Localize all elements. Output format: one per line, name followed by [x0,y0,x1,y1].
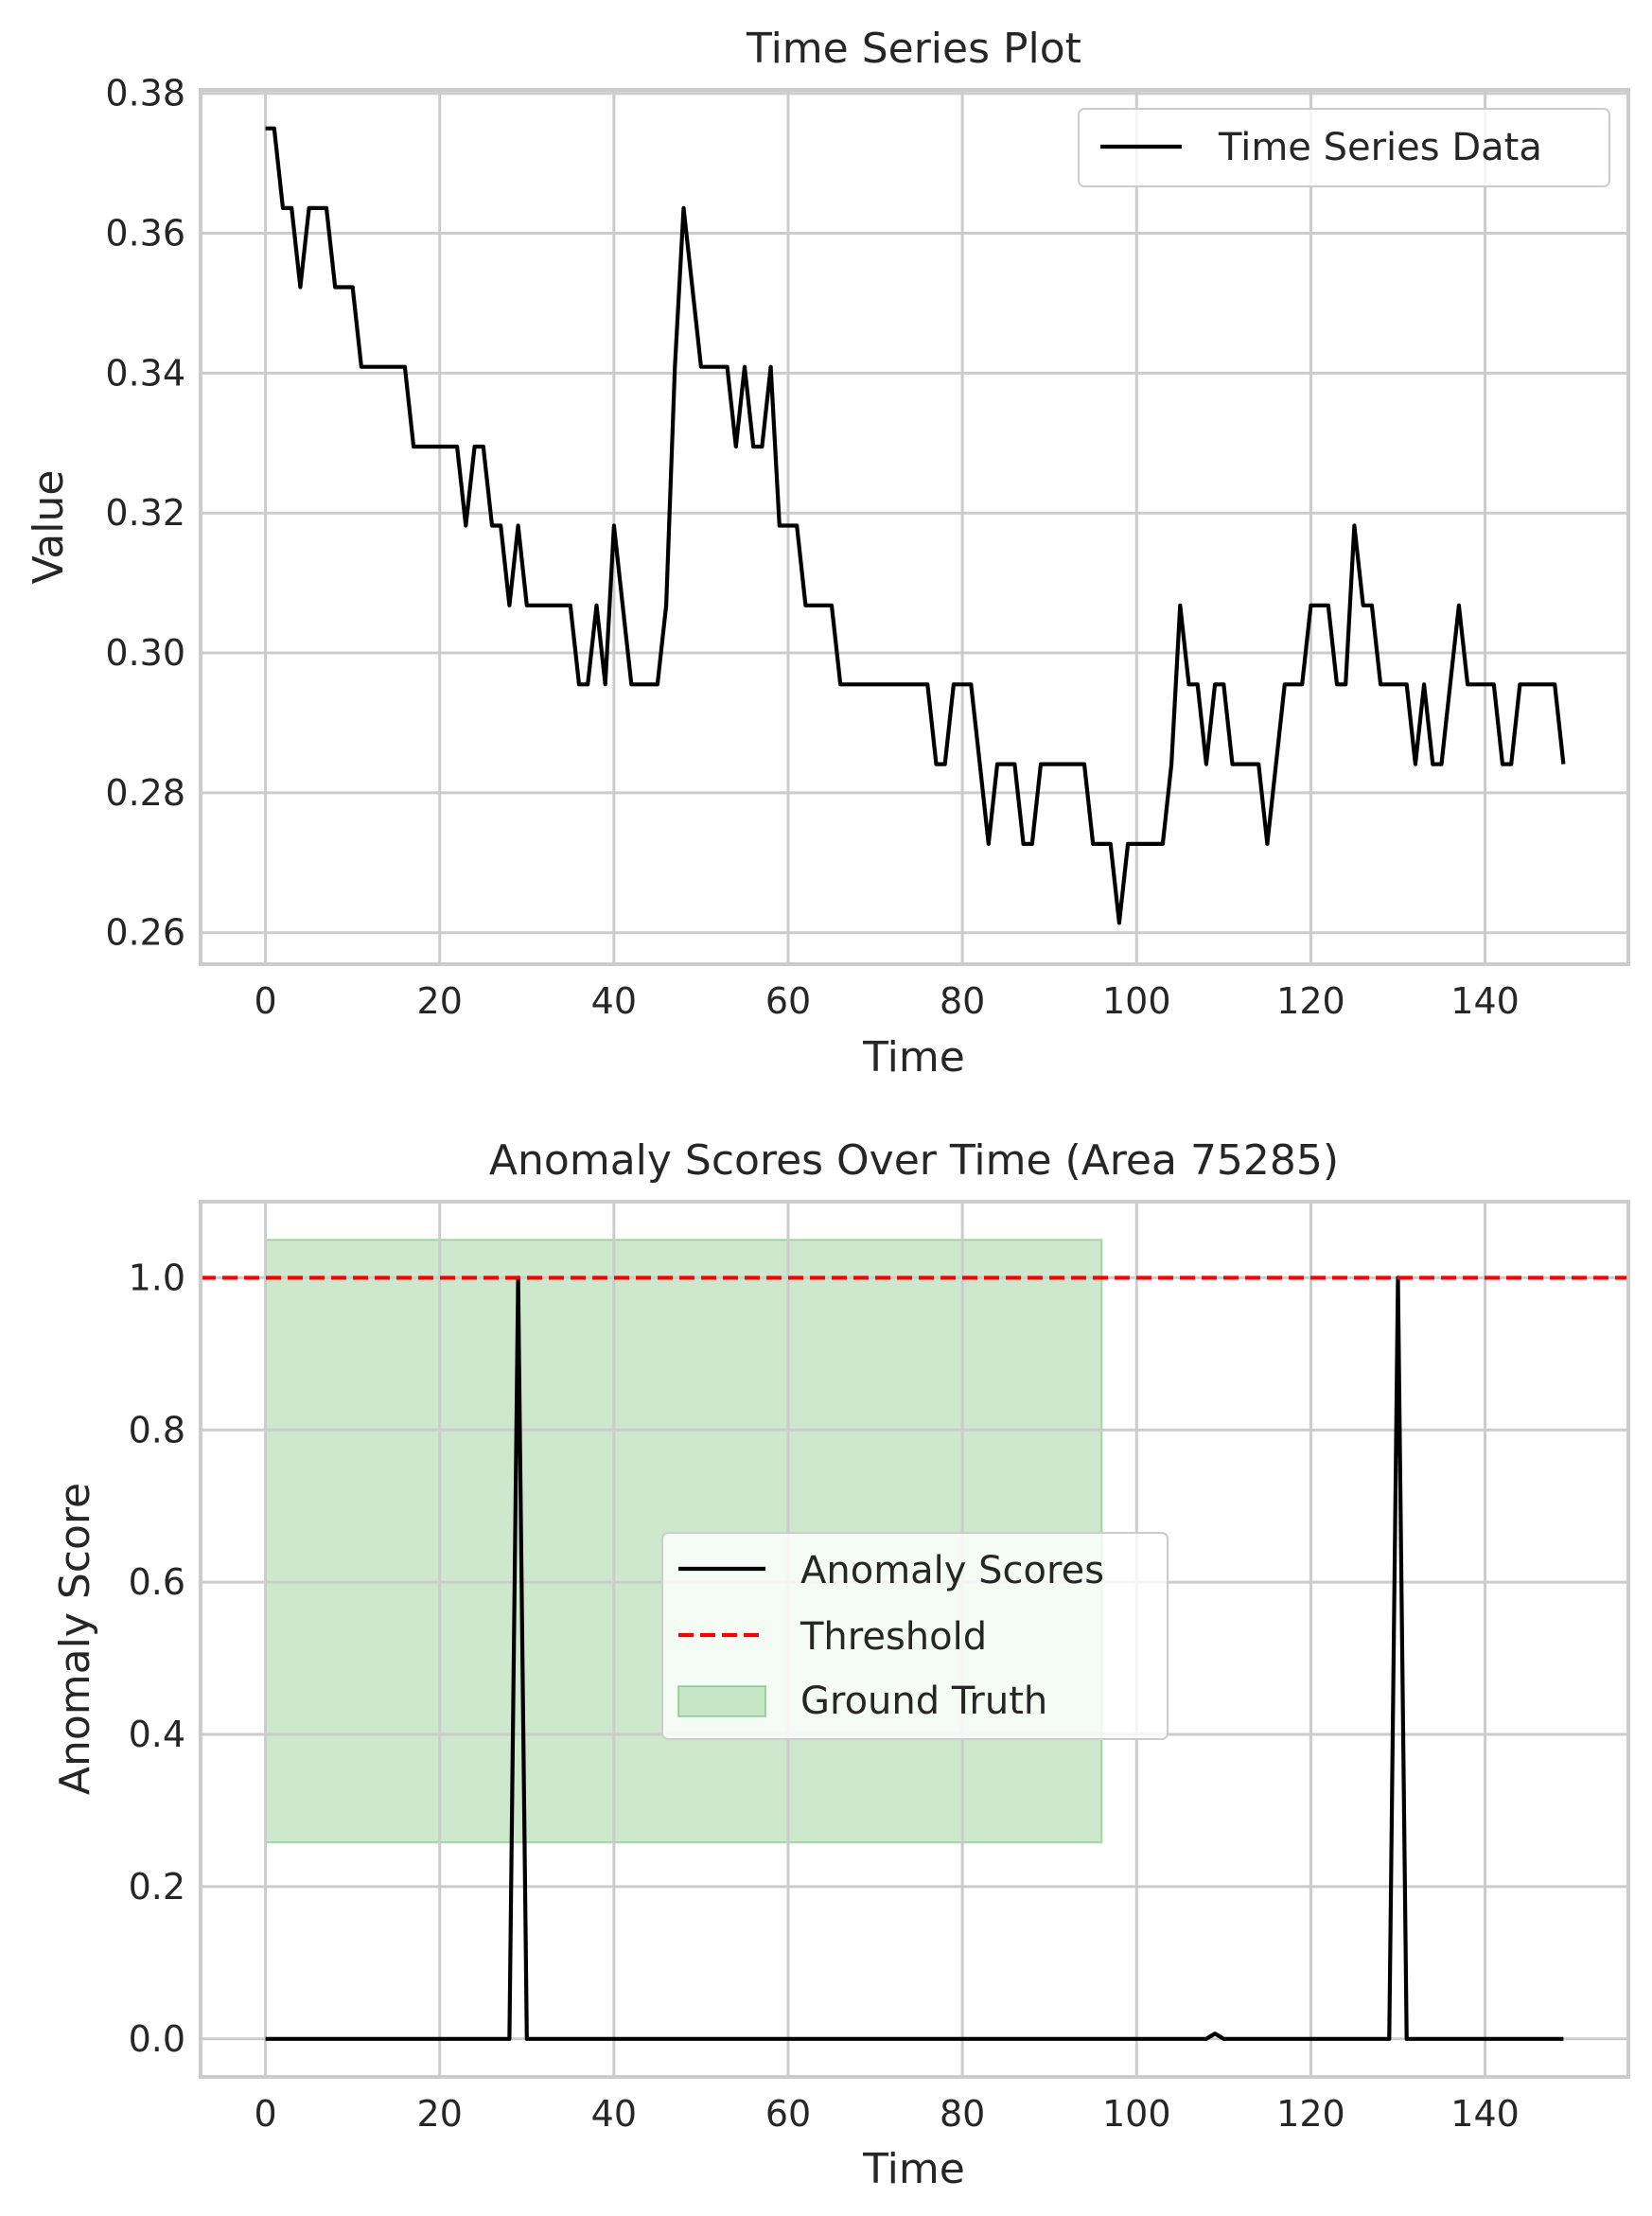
x-tick-label: 20 [417,980,463,1022]
y-tick-label: 0.28 [105,772,185,814]
legend-label-ground-truth: Ground Truth [800,1680,1047,1723]
y-axis-label: Value [25,470,73,585]
anomaly-score-chart: 0 20 40 60 80 100 120 140 0.0 0.2 0.4 0.6 0.8 1.0 An… [51,1136,1630,2193]
y-tick-label: 0.36 [105,213,185,255]
legend-label-threshold: Threshold [800,1615,987,1659]
chart-title: Time Series Plot [746,25,1081,73]
plot-area-frame [199,88,1630,966]
x-tick-label: 60 [765,980,811,1022]
legend: Anomaly Scores Threshold Ground Truth [661,1532,1169,1740]
series-line-time-series-data [265,126,1566,925]
plot-area-background [201,90,1628,964]
x-tick-label: 20 [417,2093,463,2135]
y-axis-label: Anomaly Score [51,1483,99,1795]
legend: Time Series Data [1078,108,1610,187]
x-tick-label: 40 [591,980,637,1022]
x-tick-label: 80 [940,980,985,1022]
legend-label-time-series-data: Time Series Data [1218,126,1542,169]
legend-swatch-ground-truth [677,1685,766,1717]
legend-box [661,1532,1169,1740]
time-series-chart: 0 20 40 60 80 100 120 140 0.260.280.300.320.340… [25,25,1630,1082]
series-line-anomaly-scores [265,1275,1564,2041]
y-tick-label: 0.4 [129,1714,185,1755]
legend-label-anomaly-scores: Anomaly Scores [800,1549,1104,1592]
y-tick-label: 0.38 [105,73,185,114]
x-tick-label: 40 [591,2093,637,2135]
chart-title: Anomaly Scores Over Time (Area 75285) [489,1136,1339,1185]
plot-area-frame [199,1200,1630,2079]
legend-box [1078,108,1610,187]
x-tick-label: 80 [940,2093,985,2135]
y-tick-label: 0.34 [105,352,185,394]
x-tick-label: 60 [765,2093,811,2135]
x-tick-label: 100 [1102,2093,1171,2135]
x-axis-label: Time [862,1033,965,1082]
x-tick-label: 120 [1276,980,1345,1022]
y-tick-label: 0.8 [129,1409,185,1451]
x-tick-label: 140 [1450,980,1520,1022]
y-tick-label: 0.2 [129,1866,185,1908]
x-tick-label: 140 [1450,2093,1520,2135]
x-tick-label: 120 [1276,2093,1345,2135]
y-tick-labels: 0.0 0.2 0.4 0.6 0.8 1.0 [129,1257,185,2059]
x-tick-label: 0 [254,2093,276,2135]
x-tick-labels: 0 20 40 60 80 100 120 140 [254,980,1519,1022]
y-tick-label: 0.32 [105,492,185,534]
y-tick-label: 0.26 [105,912,185,954]
x-axis-label: Time [862,2145,965,2193]
y-tick-labels: 0.26 0.28 0.30 0.32 0.34 0.36 0.38 [105,73,185,954]
y-tick-label: 0.6 [129,1561,185,1603]
y-tick-label: 0.0 [129,2018,185,2060]
x-tick-label: 100 [1102,980,1171,1022]
y-tick-label: 1.0 [129,1257,185,1298]
y-tick-label: 0.30 [105,632,185,674]
x-tick-labels: 0 20 40 60 80 100 120 140 [254,2093,1519,2135]
x-tick-label: 0 [254,980,276,1022]
gridlines [201,90,1628,964]
